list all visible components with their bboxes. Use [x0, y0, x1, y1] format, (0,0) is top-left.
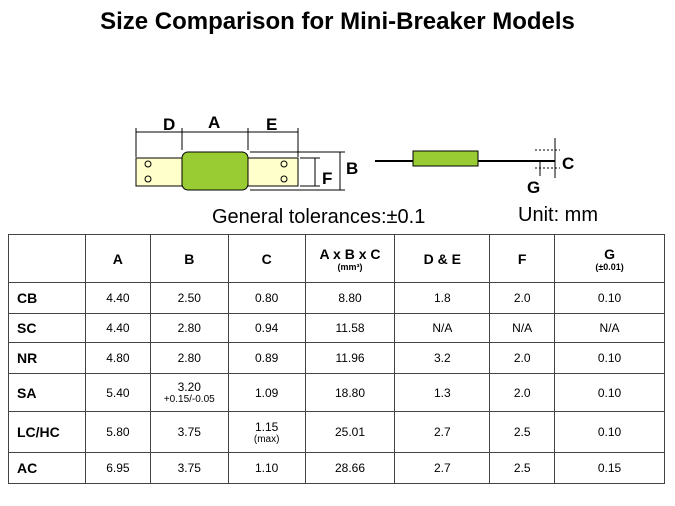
cell-sub: (mm³) [337, 261, 363, 272]
dimension-lines [135, 128, 560, 191]
row-header: SA [8, 373, 86, 412]
label: D [163, 115, 175, 134]
header-cell: F [489, 234, 556, 283]
cell: 2.0 [489, 282, 556, 314]
cell: 0.10 [554, 282, 665, 314]
cell: 1.3 [394, 373, 491, 412]
cell: 1.10 [227, 452, 306, 484]
header-cell: G (±0.01) [554, 234, 665, 283]
cell: 2.50 [149, 282, 229, 314]
cell: 2.0 [489, 342, 556, 374]
cell: 0.89 [227, 342, 306, 374]
cell: 8.80 [304, 282, 396, 314]
cell-main: 3.20 [177, 380, 201, 394]
cell: 25.01 [304, 411, 396, 453]
cell: 0.80 [227, 282, 306, 314]
cell: 5.40 [84, 373, 151, 412]
row-header: LC/HC [8, 411, 86, 453]
cell-main: A x B x C [319, 245, 381, 262]
cell: 4.80 [84, 342, 151, 374]
cell-sub: (max) [253, 433, 280, 445]
header-cell [8, 234, 86, 283]
cell: 1.15 (max) [227, 411, 306, 453]
cell: 0.10 [554, 342, 665, 374]
cell: 2.7 [394, 411, 491, 453]
cell: 0.10 [554, 373, 665, 412]
cell: 28.66 [304, 452, 396, 484]
table-row: SA 5.40 3.20 +0.15/-0.05 1.09 18.80 1.3 2.0 0.10 [8, 373, 665, 412]
cell: 0.10 [554, 411, 665, 453]
cell: 2.0 [489, 373, 556, 412]
row-header: CB [8, 282, 86, 314]
label: F [322, 169, 332, 188]
table-row: SC 4.40 2.80 0.94 11.58 N/A N/A N/A [8, 313, 665, 343]
terminal [247, 157, 299, 187]
cell: 5.80 [84, 411, 151, 453]
table-row: CB 4.40 2.50 0.80 8.80 1.8 2.0 0.10 [8, 282, 665, 314]
label: A [208, 113, 220, 132]
cell: 2.7 [394, 452, 491, 484]
row-header: NR [8, 342, 86, 374]
row-header: SC [8, 313, 86, 343]
table-row: LC/HC 5.80 3.75 1.15 (max) 25.01 2.7 2.5 0.10 [8, 411, 665, 453]
cell: 0.15 [554, 452, 665, 484]
header-cell: C [227, 234, 306, 283]
header-cell: B [149, 234, 229, 283]
cell: 1.09 [227, 373, 306, 412]
cell-main: G [604, 245, 615, 262]
header-cell: D & E [394, 234, 491, 283]
cell: 2.5 [489, 411, 556, 453]
label: C [562, 154, 574, 173]
cell: 2.80 [149, 342, 229, 374]
cell: 3.2 [394, 342, 491, 374]
header-cell: A [84, 234, 151, 283]
cell: 0.94 [227, 313, 306, 343]
cell: 3.75 [149, 452, 229, 484]
unit: Unit: mm [518, 204, 598, 226]
tolerance: General tolerances:±0.1 [212, 206, 426, 228]
cell: 2.5 [489, 452, 556, 484]
body-side [412, 150, 479, 167]
row-header: AC [8, 452, 86, 484]
diagram: D A E B F C G [135, 113, 574, 197]
cell: N/A [554, 313, 665, 343]
cell: 3.20 +0.15/-0.05 [149, 373, 229, 412]
label: G [527, 178, 540, 197]
terminal [135, 157, 183, 187]
cell: 6.95 [84, 452, 151, 484]
title: Size Comparison for Mini-Breaker Models [100, 8, 575, 35]
cell-sub: (±0.01) [595, 261, 624, 272]
table-row: NR 4.80 2.80 0.89 11.96 3.2 2.0 0.10 [8, 342, 665, 374]
cell: 1.8 [394, 282, 491, 314]
cell: N/A [489, 313, 556, 343]
body [181, 151, 249, 191]
cell: N/A [394, 313, 491, 343]
cell: 11.58 [304, 313, 396, 343]
cell: 2.80 [149, 313, 229, 343]
label: B [346, 159, 358, 178]
cell: 18.80 [304, 373, 396, 412]
cell: 4.40 [84, 282, 151, 314]
cell: 11.96 [304, 342, 396, 374]
cell-sub: +0.15/-0.05 [163, 394, 215, 405]
cell: 3.75 [149, 411, 229, 453]
label: E [266, 115, 277, 134]
cell: 4.40 [84, 313, 151, 343]
cell-main: 1.15 [254, 419, 279, 434]
holes [144, 160, 288, 183]
header-cell: A x B x C (mm³) [304, 234, 396, 283]
table-row: AC 6.95 3.75 1.10 28.66 2.7 2.5 0.15 [8, 452, 665, 484]
